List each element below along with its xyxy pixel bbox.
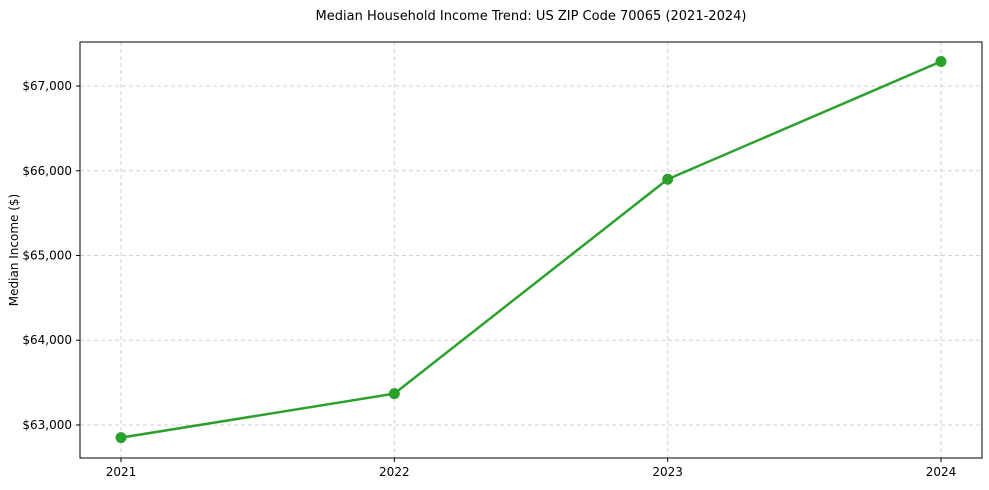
data-point-2024 [935, 55, 947, 67]
trend-line [119, 60, 943, 439]
x-tick-label: 2021 [106, 465, 137, 479]
data-point-2022 [388, 388, 400, 400]
data-point-2021 [115, 432, 127, 444]
plot-border [79, 41, 983, 459]
y-tick-label: $64,000 [22, 333, 72, 347]
y-tick-label: $63,000 [22, 418, 72, 432]
chart-title: Median Household Income Trend: US ZIP Co… [315, 9, 747, 24]
x-tick-label: 2022 [379, 465, 410, 479]
y-tick-label: $67,000 [22, 79, 72, 93]
x-tick-label: 2023 [652, 465, 683, 479]
y-tick-label: $66,000 [22, 164, 72, 178]
x-tick-label: 2024 [926, 465, 957, 479]
data-point-2023 [662, 173, 674, 185]
y-tick-label: $65,000 [22, 249, 72, 263]
